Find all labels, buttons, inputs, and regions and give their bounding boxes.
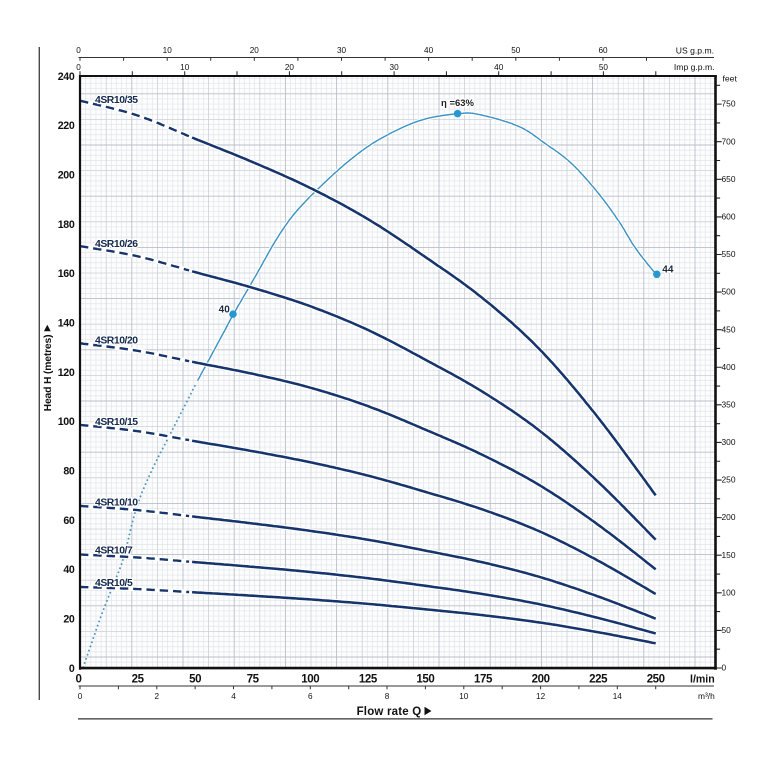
svg-text:220: 220 [58,120,75,132]
svg-text:Flow rate Q: Flow rate Q [357,706,422,718]
svg-text:4: 4 [231,692,236,701]
svg-text:0: 0 [76,46,81,55]
svg-text:0: 0 [78,692,83,701]
svg-text:250: 250 [722,475,736,485]
svg-text:450: 450 [722,324,736,334]
svg-text:30: 30 [337,46,347,55]
svg-text:160: 160 [58,268,75,280]
svg-text:m³/h: m³/h [698,691,715,701]
svg-text:60: 60 [63,515,75,527]
svg-text:2: 2 [155,692,160,701]
svg-text:14: 14 [613,692,623,701]
svg-text:6: 6 [308,692,313,701]
svg-text:0: 0 [76,63,81,72]
svg-text:150: 150 [416,673,434,685]
svg-text:20: 20 [285,63,295,72]
svg-text:10: 10 [459,692,469,701]
svg-text:44: 44 [662,265,674,276]
svg-text:50: 50 [599,63,609,72]
svg-text:0: 0 [69,663,75,675]
svg-text:4SR10/5: 4SR10/5 [95,578,133,589]
svg-text:200: 200 [722,512,736,522]
svg-text:50: 50 [722,625,732,635]
svg-text:50: 50 [511,46,521,55]
svg-text:240: 240 [58,71,75,83]
svg-text:0: 0 [722,663,727,673]
svg-text:30: 30 [390,63,400,72]
svg-text:180: 180 [58,219,75,231]
svg-text:25: 25 [132,673,145,685]
svg-text:60: 60 [598,46,608,55]
svg-text:η =63%: η =63% [441,98,475,109]
svg-text:12: 12 [536,692,546,701]
svg-text:225: 225 [589,673,608,685]
svg-text:600: 600 [722,212,736,222]
svg-text:40: 40 [63,564,75,576]
svg-text:l/min: l/min [690,673,715,685]
svg-text:US g.p.m.: US g.p.m. [676,46,714,56]
svg-text:125: 125 [359,673,378,685]
svg-text:40: 40 [424,46,434,55]
svg-text:150: 150 [722,550,736,560]
svg-text:550: 550 [722,249,736,259]
svg-text:4SR10/20: 4SR10/20 [95,336,138,347]
svg-text:8: 8 [385,692,390,701]
svg-text:650: 650 [722,174,736,184]
svg-text:20: 20 [250,46,260,55]
svg-text:4SR10/7: 4SR10/7 [95,546,133,557]
svg-text:20: 20 [63,614,75,626]
svg-text:75: 75 [247,673,260,685]
svg-text:100: 100 [301,673,319,685]
svg-text:400: 400 [722,362,736,372]
svg-text:300: 300 [722,437,736,447]
svg-text:250: 250 [647,673,665,685]
svg-text:200: 200 [58,170,75,182]
svg-text:50: 50 [189,673,201,685]
svg-text:750: 750 [722,99,736,109]
svg-text:100: 100 [722,587,736,597]
svg-text:Head H (metres): Head H (metres) [43,335,54,412]
svg-text:feet: feet [723,74,738,84]
svg-text:4SR10/10: 4SR10/10 [95,497,138,508]
svg-text:350: 350 [722,400,736,410]
svg-text:10: 10 [180,63,190,72]
svg-text:500: 500 [722,287,736,297]
svg-text:10: 10 [163,46,173,55]
svg-text:200: 200 [532,673,550,685]
svg-text:4SR10/35: 4SR10/35 [95,95,138,106]
svg-text:100: 100 [58,416,75,428]
svg-text:175: 175 [474,673,493,685]
svg-text:700: 700 [722,136,736,146]
svg-text:4SR10/26: 4SR10/26 [95,239,138,250]
svg-text:120: 120 [58,367,75,379]
svg-text:Imp g.p.m.: Imp g.p.m. [674,62,715,72]
svg-text:80: 80 [63,466,75,478]
svg-text:4SR10/15: 4SR10/15 [95,417,138,428]
svg-text:40: 40 [494,63,504,72]
svg-text:0: 0 [76,673,82,685]
svg-text:140: 140 [58,318,75,330]
svg-text:40: 40 [219,304,231,315]
